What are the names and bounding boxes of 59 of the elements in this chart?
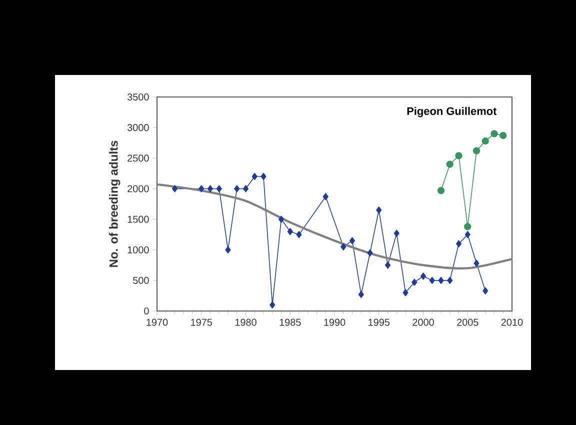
point	[402, 289, 408, 296]
point	[270, 301, 276, 308]
point	[455, 152, 462, 160]
point	[367, 249, 373, 256]
y-tick-label: 3000	[127, 124, 149, 132]
point	[412, 278, 418, 286]
point	[296, 230, 302, 238]
x-tick-label: 2005	[457, 318, 478, 326]
y-tick-label: 3500	[127, 93, 149, 101]
y-tick-label: 2000	[128, 185, 149, 192]
x-tick-label: 1990	[324, 318, 346, 326]
point	[384, 262, 391, 269]
point	[376, 206, 382, 214]
point	[464, 223, 472, 230]
point	[340, 243, 346, 250]
point	[234, 185, 240, 192]
x-tick-label: 1995	[368, 318, 390, 326]
point	[429, 276, 435, 284]
point	[447, 276, 453, 284]
point	[420, 272, 426, 280]
point	[482, 137, 489, 145]
point	[278, 216, 284, 223]
point	[500, 132, 507, 140]
y-tick-label: 1000	[128, 246, 149, 254]
point	[472, 147, 480, 154]
point	[322, 193, 328, 200]
x-tick-label: 1970	[146, 318, 168, 326]
point	[474, 260, 480, 267]
point	[252, 172, 258, 180]
y-tick-label: 500	[133, 276, 149, 284]
x-tick-label: 1985	[280, 318, 301, 326]
x-tick-label: 2010	[501, 318, 523, 326]
y-tick-label: 2500	[128, 154, 149, 162]
point	[172, 185, 178, 192]
y-tick-label: 1500	[128, 216, 149, 223]
point	[207, 185, 214, 192]
point	[394, 230, 400, 237]
point	[260, 172, 266, 180]
x-tick-label: 1975	[191, 318, 212, 326]
point	[349, 237, 356, 244]
point	[198, 185, 204, 192]
x-tick-label: 2000	[412, 318, 434, 326]
point	[287, 228, 293, 236]
point	[456, 240, 462, 248]
point	[490, 130, 498, 138]
point	[216, 185, 222, 192]
y-tick-label: 0	[144, 307, 149, 315]
text: Pigeon Guillemot	[407, 106, 497, 118]
line-series	[156, 183, 514, 270]
point	[446, 160, 454, 168]
point	[358, 290, 364, 298]
y-axis-title: No. of breeding adults	[109, 140, 120, 267]
point	[464, 230, 470, 238]
point	[242, 185, 249, 192]
x-tick-label: 1980	[235, 318, 256, 326]
point	[482, 287, 488, 294]
point	[437, 186, 445, 194]
point	[225, 246, 231, 254]
point	[438, 276, 444, 284]
